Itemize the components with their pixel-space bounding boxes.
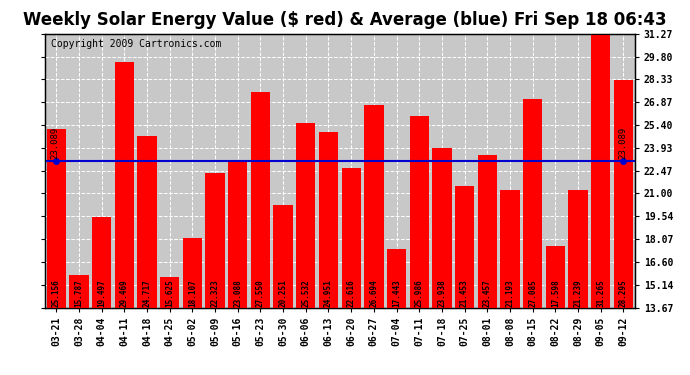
Bar bbox=[614, 80, 633, 308]
Bar bbox=[273, 205, 293, 308]
Text: 21.453: 21.453 bbox=[460, 279, 469, 307]
Text: 28.295: 28.295 bbox=[619, 279, 628, 307]
Bar bbox=[410, 116, 429, 308]
Text: 15.787: 15.787 bbox=[75, 279, 83, 307]
Text: 17.598: 17.598 bbox=[551, 279, 560, 307]
Text: 26.694: 26.694 bbox=[369, 279, 378, 307]
Text: 15.625: 15.625 bbox=[165, 279, 174, 307]
Text: 27.085: 27.085 bbox=[528, 279, 538, 307]
Bar bbox=[500, 190, 520, 308]
Text: 24.717: 24.717 bbox=[142, 279, 152, 307]
Text: 25.532: 25.532 bbox=[302, 279, 310, 307]
Bar bbox=[206, 173, 225, 308]
Text: 23.457: 23.457 bbox=[483, 279, 492, 307]
Text: 21.239: 21.239 bbox=[573, 279, 582, 307]
Bar bbox=[364, 105, 384, 308]
Text: 27.550: 27.550 bbox=[256, 279, 265, 307]
Bar bbox=[92, 217, 111, 308]
Bar bbox=[183, 238, 202, 308]
Bar bbox=[455, 186, 474, 308]
Text: 23.938: 23.938 bbox=[437, 279, 446, 307]
Text: 23.089: 23.089 bbox=[618, 127, 627, 159]
Bar bbox=[433, 148, 451, 308]
Bar bbox=[115, 62, 134, 308]
Bar bbox=[319, 132, 338, 308]
Text: 25.156: 25.156 bbox=[52, 279, 61, 307]
Bar bbox=[296, 123, 315, 308]
Bar bbox=[477, 155, 497, 308]
Text: 20.251: 20.251 bbox=[279, 279, 288, 307]
Text: 21.193: 21.193 bbox=[506, 279, 515, 307]
Bar bbox=[569, 190, 588, 308]
Bar bbox=[250, 92, 270, 308]
Bar bbox=[387, 249, 406, 308]
Bar bbox=[46, 129, 66, 308]
Bar bbox=[228, 161, 247, 308]
Text: 23.088: 23.088 bbox=[233, 279, 242, 307]
Bar bbox=[546, 246, 565, 308]
Text: 22.323: 22.323 bbox=[210, 279, 219, 307]
Bar bbox=[342, 168, 361, 308]
Text: 23.089: 23.089 bbox=[50, 127, 59, 159]
Bar bbox=[591, 34, 611, 308]
Bar bbox=[160, 277, 179, 308]
Text: 18.107: 18.107 bbox=[188, 279, 197, 307]
Text: 19.497: 19.497 bbox=[97, 279, 106, 307]
Text: 17.443: 17.443 bbox=[392, 279, 401, 307]
Text: 29.469: 29.469 bbox=[120, 279, 129, 307]
Bar bbox=[137, 136, 157, 308]
Bar bbox=[523, 99, 542, 308]
Text: 22.616: 22.616 bbox=[346, 279, 355, 307]
Text: 24.951: 24.951 bbox=[324, 279, 333, 307]
Text: 31.265: 31.265 bbox=[596, 279, 605, 307]
Bar bbox=[69, 274, 88, 308]
Text: 25.986: 25.986 bbox=[415, 279, 424, 307]
Text: Weekly Solar Energy Value ($ red) & Average (blue) Fri Sep 18 06:43: Weekly Solar Energy Value ($ red) & Aver… bbox=[23, 11, 667, 29]
Text: Copyright 2009 Cartronics.com: Copyright 2009 Cartronics.com bbox=[51, 39, 221, 49]
